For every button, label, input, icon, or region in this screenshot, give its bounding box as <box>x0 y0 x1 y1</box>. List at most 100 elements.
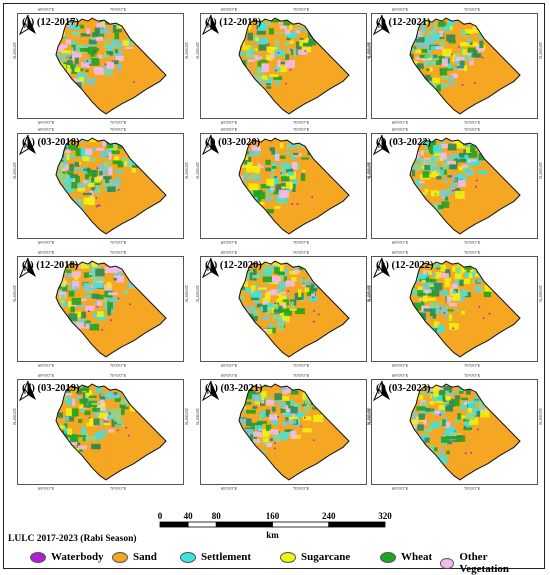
svg-text:N: N <box>378 389 383 396</box>
map-panel: (h) (03-2021) 69°0'0"E 70°0'0"E 69°0'0"E 70°… <box>195 373 372 491</box>
coord-lon-right-top: 70°0'0"E <box>110 373 127 378</box>
district-boundary <box>55 17 167 115</box>
district-map <box>238 17 350 115</box>
north-arrow-icon: N <box>18 134 36 156</box>
legend-item: Settlement <box>180 551 251 563</box>
svg-text:N: N <box>24 266 29 273</box>
scale-segment <box>272 521 330 528</box>
map-panel: (e) (12-2019) 69°0'0"E 70°0'0"E 69°0'0"E 70°… <box>195 7 372 125</box>
map-panel: (b) (03-2018) 69°0'0"E 70°0'0"E 69°0'0"E 70°… <box>12 127 189 245</box>
district-boundary <box>409 17 521 115</box>
coord-lat-right: 28°0'0"N <box>538 162 544 179</box>
north-arrow-icon: N <box>372 134 390 156</box>
coord-lat-left: 28°0'0"N <box>11 42 17 59</box>
coord-lon-left-top: 69°0'0"E <box>392 373 409 378</box>
coord-lat-left: 28°0'0"N <box>365 408 371 425</box>
coord-lat-right: 28°0'0"N <box>538 408 544 425</box>
coord-lat-left: 28°0'0"N <box>194 408 200 425</box>
district-boundary <box>409 137 521 235</box>
coord-lon-right-top: 70°0'0"E <box>464 7 481 12</box>
coord-lon-left-top: 69°0'0"E <box>38 373 55 378</box>
coord-lat-left: 28°0'0"N <box>365 285 371 302</box>
coord-lon-left-top: 69°0'0"E <box>38 7 55 12</box>
scale-segment <box>215 521 273 528</box>
coord-lon-right-bottom: 70°0'0"E <box>293 363 310 368</box>
legend-swatch <box>30 551 46 563</box>
north-arrow-icon: N <box>201 14 219 36</box>
coord-lon-left-bottom: 69°0'0"E <box>38 240 55 245</box>
coord-lon-right-top: 70°0'0"E <box>110 7 127 12</box>
svg-text:N: N <box>378 23 383 30</box>
coord-lon-left-top: 69°0'0"E <box>221 250 238 255</box>
district-map <box>409 260 521 358</box>
coord-lon-right-top: 70°0'0"E <box>464 250 481 255</box>
panel-label: (c) (12-2018) <box>22 260 79 271</box>
scale-bar: 0 40 80 160 240 320 km <box>158 511 393 540</box>
coord-lon-left-bottom: 69°0'0"E <box>392 120 409 125</box>
map-panel: (d) (03-2019) 69°0'0"E 70°0'0"E 69°0'0"E 70°… <box>12 373 189 491</box>
coord-lon-right-bottom: 70°0'0"E <box>293 486 310 491</box>
svg-text:N: N <box>378 266 383 273</box>
coord-lat-left: 28°0'0"N <box>365 42 371 59</box>
coord-lon-left-bottom: 69°0'0"E <box>392 486 409 491</box>
coord-lon-right-top: 70°0'0"E <box>293 250 310 255</box>
svg-text:N: N <box>207 23 212 30</box>
coord-lat-left: 28°0'0"N <box>194 285 200 302</box>
coord-lon-left-top: 69°0'0"E <box>221 7 238 12</box>
panel-label: (h) (03-2021) <box>205 383 263 394</box>
district-boundary <box>409 383 521 481</box>
svg-text:N: N <box>24 23 29 30</box>
district-map <box>238 260 350 358</box>
north-arrow-icon: N <box>201 380 219 402</box>
map-panel: (k) (12-2022) 69°0'0"E 70°0'0"E 69°0'0"E 70°… <box>366 250 543 368</box>
coord-lon-right-top: 70°0'0"E <box>464 127 481 132</box>
map-panel: (g) (12-2020) 69°0'0"E 70°0'0"E 69°0'0"E 70°… <box>195 250 372 368</box>
legend-label: Other Vegetation <box>459 551 510 575</box>
legend-item: Waterbody <box>30 551 104 563</box>
panel-label: (k) (12-2022) <box>376 260 434 271</box>
district-map <box>409 137 521 235</box>
panel-label: (g) (12-2020) <box>205 260 262 271</box>
legend-swatch <box>112 551 128 563</box>
district-boundary <box>238 17 350 115</box>
coord-lon-right-top: 70°0'0"E <box>293 127 310 132</box>
scale-tick-label: 160 <box>266 511 280 521</box>
legend-swatch <box>280 551 296 563</box>
coord-lon-right-bottom: 70°0'0"E <box>110 120 127 125</box>
district-boundary <box>409 260 521 358</box>
coord-lon-left-top: 69°0'0"E <box>392 127 409 132</box>
map-panel: (j) (03-2022) 69°0'0"E 70°0'0"E 69°0'0"E 70°… <box>366 127 543 245</box>
coord-lon-right-top: 70°0'0"E <box>464 373 481 378</box>
district-map <box>238 383 350 481</box>
coord-lon-left-bottom: 69°0'0"E <box>221 240 238 245</box>
district-map <box>55 17 167 115</box>
district-boundary <box>238 137 350 235</box>
coord-lon-left-bottom: 69°0'0"E <box>38 120 55 125</box>
coord-lon-right-bottom: 70°0'0"E <box>464 486 481 491</box>
coord-lon-left-bottom: 69°0'0"E <box>392 363 409 368</box>
north-arrow-icon: N <box>372 380 390 402</box>
district-boundary <box>238 260 350 358</box>
map-panel: (l) (03-2023) 69°0'0"E 70°0'0"E 69°0'0"E 70°… <box>366 373 543 491</box>
figure-title: LULC 2017-2023 (Rabi Season) <box>8 534 137 544</box>
coord-lon-right-bottom: 70°0'0"E <box>464 363 481 368</box>
map-panel: (i) (12-2021) 69°0'0"E 70°0'0"E 69°0'0"E 70°… <box>366 7 543 125</box>
map-panel: (f) (03-2020) 69°0'0"E 70°0'0"E 69°0'0"E 70°… <box>195 127 372 245</box>
scale-segment <box>328 521 386 528</box>
coord-lon-right-top: 70°0'0"E <box>293 7 310 12</box>
legend-label: Settlement <box>201 551 252 563</box>
north-arrow-icon: N <box>18 380 36 402</box>
district-map <box>55 260 167 358</box>
coord-lon-left-bottom: 69°0'0"E <box>38 363 55 368</box>
north-arrow-icon: N <box>18 257 36 279</box>
district-map <box>238 137 350 235</box>
scale-segment <box>159 521 189 528</box>
legend-item: Wheat <box>380 551 432 563</box>
district-map <box>409 17 521 115</box>
legend-swatch <box>380 551 396 563</box>
scale-tick-label: 80 <box>212 511 222 521</box>
svg-text:N: N <box>24 143 29 150</box>
svg-text:N: N <box>207 389 212 396</box>
scale-segment <box>187 521 217 528</box>
coord-lat-left: 28°0'0"N <box>194 42 200 59</box>
